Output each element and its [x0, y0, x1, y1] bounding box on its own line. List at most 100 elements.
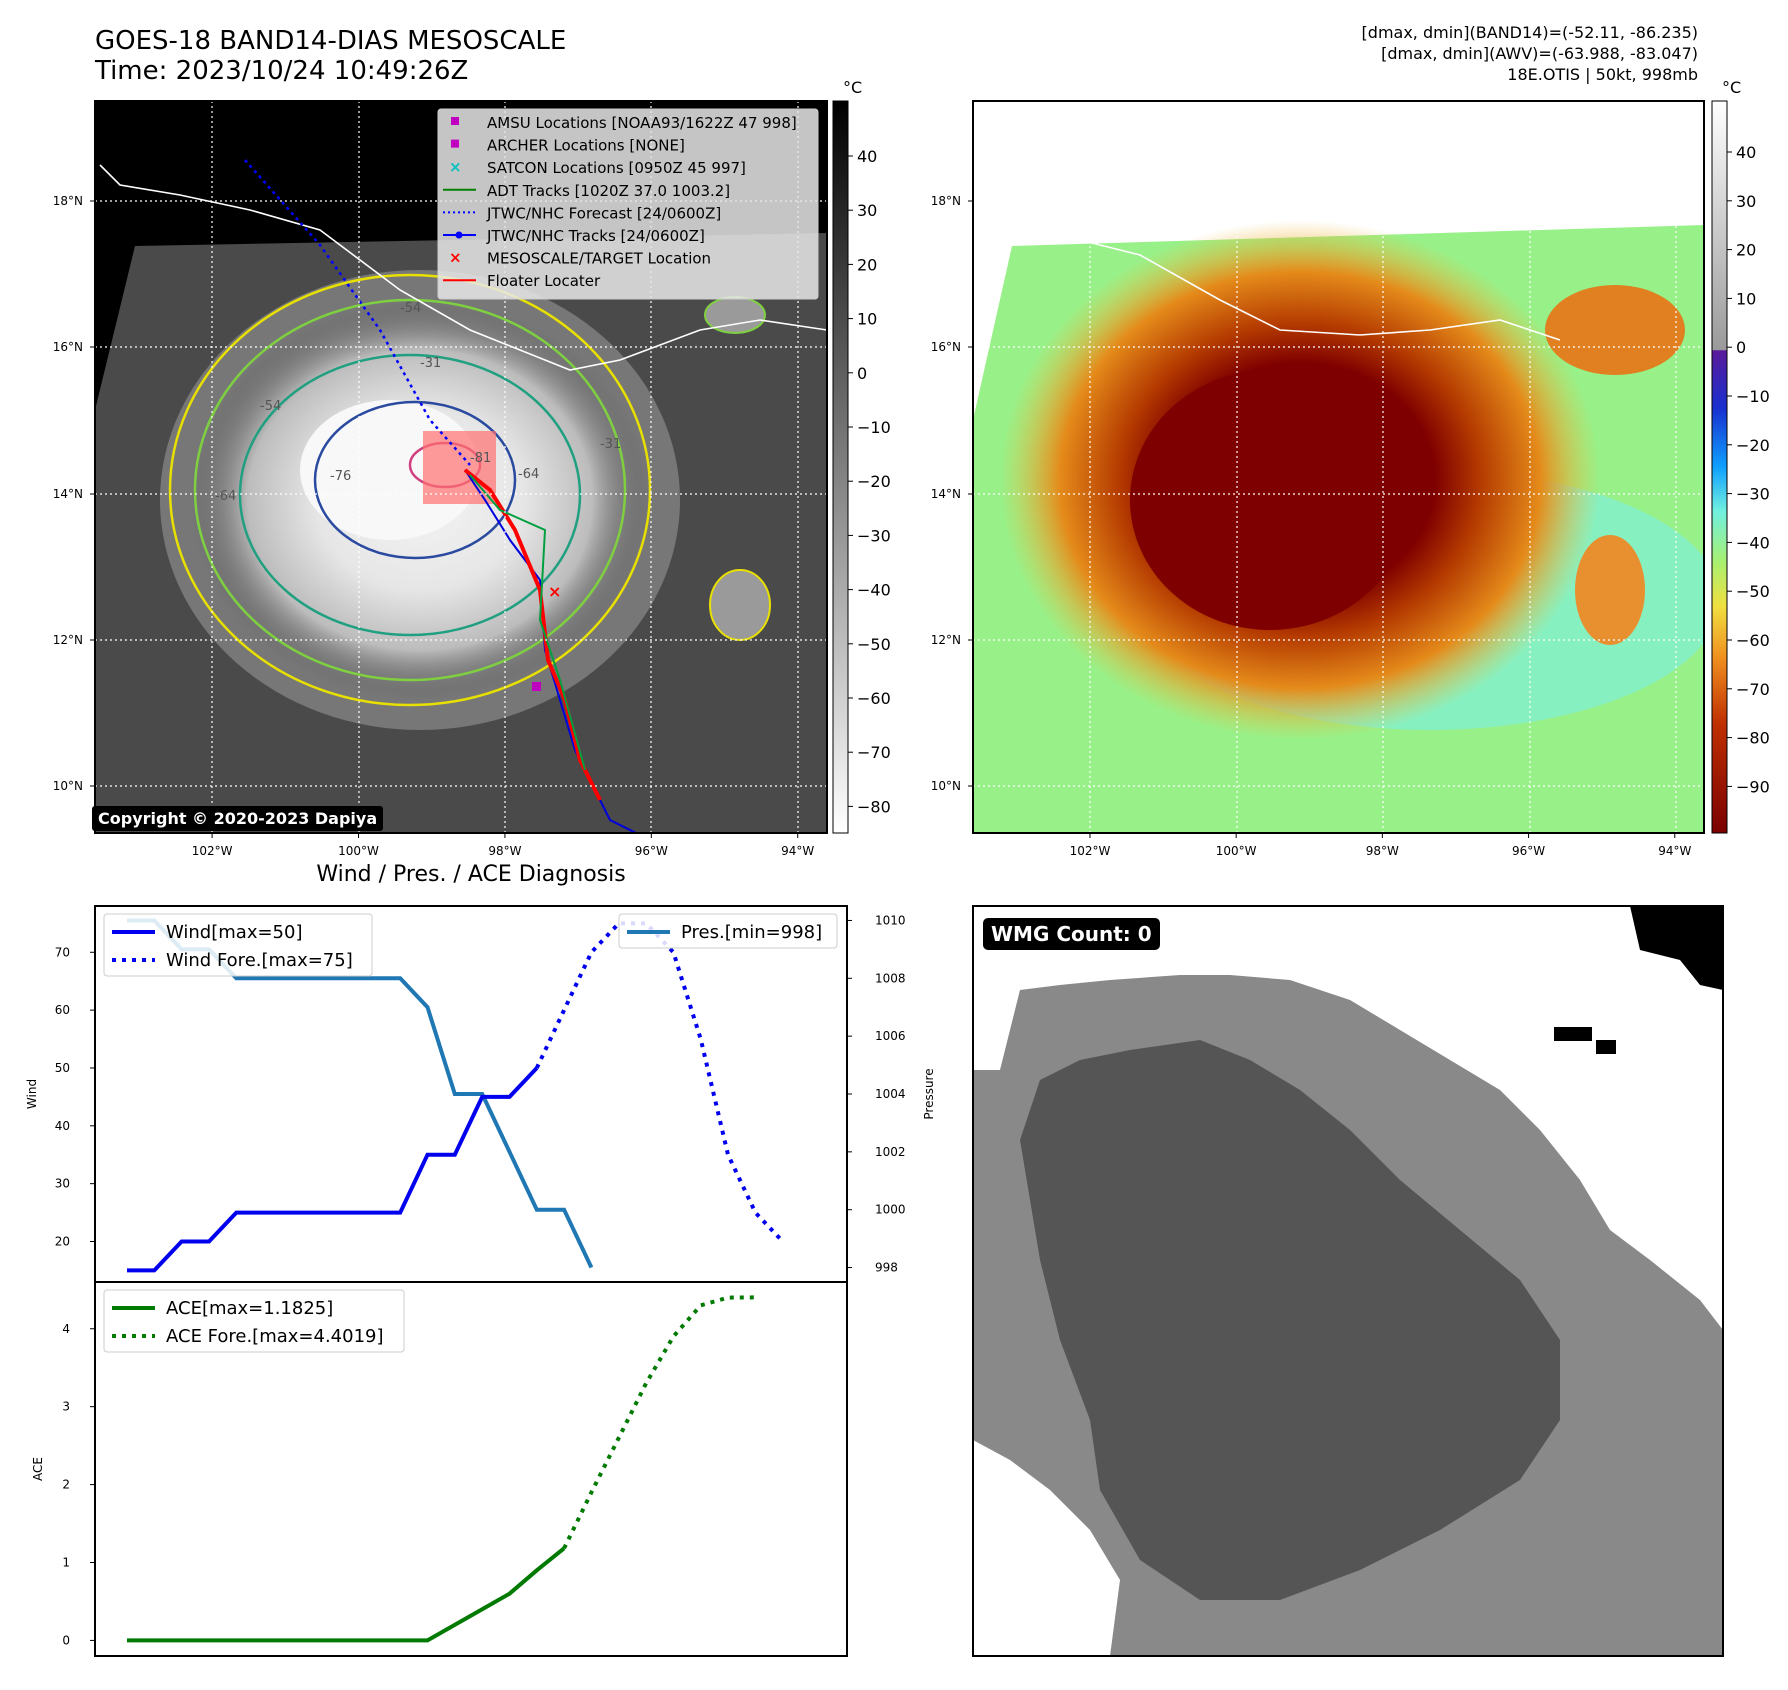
pressure-legend-label: Pres.[min=998] [681, 922, 822, 943]
legend-label: ARCHER Locations [NONE] [487, 137, 685, 155]
pressure-tick-label: 1008 [875, 971, 906, 985]
lat-tick-label: 14°N [931, 487, 961, 501]
copyright-badge: Copyright © 2020-2023 Dapiya [92, 806, 384, 831]
legend-entry: JTWC/NHC Forecast [24/0600Z] [443, 204, 721, 222]
colorbar-tick-label: −50 [1736, 582, 1770, 601]
square-icon [451, 139, 459, 148]
pressure-tick-label: 998 [875, 1261, 898, 1275]
wind-tick-label: 60 [55, 1003, 70, 1017]
colorbar-tick-label: −50 [857, 635, 891, 654]
colorbar-tick-label: 40 [1736, 143, 1756, 162]
colorbar-tick-label: −30 [857, 526, 891, 545]
contour-label: -31 [420, 356, 441, 371]
colorbar-left: °C 40 30 20 10 0 −10 −20 −30 −40 −50 −60 −70 −80 [832, 78, 891, 834]
lon-tick-label: 96°W [1512, 844, 1545, 858]
legend-label: JTWC/NHC Forecast [24/0600Z] [486, 204, 721, 222]
legend-label: ADT Tracks [1020Z 37.0 1003.2] [487, 182, 730, 200]
contour-label: -31 [600, 437, 621, 452]
colorbar-tick-label: 30 [857, 201, 877, 220]
ir-map-frame [94, 100, 828, 834]
wmg-count-badge: WMG Count: 0 [983, 918, 1160, 950]
wind-pressure-chart: 20 30 40 50 60 70 998 1000 1002 1004 1006 1008 1010… [25, 905, 936, 1283]
contour-label: -54 [260, 399, 281, 414]
wind-forecast-legend-label: Wind Fore.[max=75] [166, 950, 353, 971]
lat-tick-label: 12°N [53, 633, 83, 647]
pressure-tick-label: 1000 [875, 1203, 906, 1217]
ace-tick-label: 2 [62, 1478, 70, 1492]
colorbar-tick-label: 40 [857, 147, 877, 166]
colorbar-tick-label: −10 [1736, 387, 1770, 406]
wind-legend-label: Wind[max=50] [166, 922, 303, 943]
colorbar-tick-label: −20 [1736, 436, 1770, 455]
legend-entry: × MESOSCALE/TARGET Location [449, 249, 711, 268]
pressure-tick-label: 1004 [875, 1087, 906, 1101]
ace-series-line [127, 1546, 566, 1643]
ir-map-panel: × -54 -31 -64 -54 -64 -76 -81 -31 [95, 101, 827, 833]
legend-entry: AMSU Locations [NOAA93/1622Z 47 998] [451, 114, 797, 132]
colorbar-tick-label: −80 [1736, 729, 1770, 748]
contour-label: -76 [330, 469, 351, 484]
lat-tick-label: 10°N [931, 779, 961, 793]
dot-line-icon [443, 231, 476, 239]
figure-info: [dmax, dmin](BAND14)=(-52.11, -86.235) [… [1362, 22, 1698, 85]
ace-tick-label: 4 [62, 1322, 70, 1336]
colorbar-tick-label: 30 [1736, 192, 1756, 211]
colorbar-tick-label: −90 [1736, 777, 1770, 796]
lon-tick-label: 94°W [1658, 844, 1691, 858]
contour-label: -64 [518, 467, 539, 482]
title-line-1: GOES-18 BAND14-DIAS MESOSCALE [95, 26, 567, 56]
contour-label: -64 [215, 489, 236, 504]
lon-tick-label: 102°W [1070, 844, 1111, 858]
lat-tick-label: 18°N [53, 194, 83, 208]
map-legend: AMSU Locations [NOAA93/1622Z 47 998] ARCH… [437, 108, 819, 300]
lon-tick-label: 100°W [1216, 844, 1257, 858]
lat-tick-label: 16°N [53, 340, 83, 354]
lon-tick-label: 98°W [488, 844, 521, 858]
ace-axis-label: ACE [31, 1457, 45, 1481]
legend-label: MESOSCALE/TARGET Location [487, 250, 711, 268]
ace-tick-label: 3 [62, 1400, 70, 1414]
colorbar-tick-label: 10 [857, 310, 877, 329]
info-line-1: [dmax, dmin](BAND14)=(-52.11, -86.235) [1361, 23, 1698, 42]
lat-tick-label: 10°N [53, 779, 83, 793]
legend-entry: Floater Locater [443, 272, 601, 290]
svg-text:×: × [548, 582, 561, 601]
wmg-panel [972, 905, 1724, 1657]
contour-label: -54 [400, 301, 421, 316]
colorbar-left-unit: °C [843, 78, 862, 97]
colorbar-tick-label: −40 [1736, 533, 1770, 552]
lat-tick-label: 14°N [53, 487, 83, 501]
lon-tick-label: 96°W [635, 844, 668, 858]
colorbar-tick-label: −60 [857, 689, 891, 708]
legend-label: Floater Locater [487, 272, 601, 290]
x-icon: × [449, 249, 462, 267]
figure-title: GOES-18 BAND14-DIAS MESOSCALE Time: 2023… [95, 26, 566, 86]
colorbar-tick-label: 20 [1736, 241, 1756, 260]
colorbar-tick-label: −70 [1736, 680, 1770, 699]
lat-tick-label: 12°N [931, 633, 961, 647]
ace-tick-label: 0 [62, 1633, 70, 1647]
legend-label: AMSU Locations [NOAA93/1622Z 47 998] [487, 114, 797, 132]
lon-tick-label: 94°W [781, 844, 814, 858]
ace-legend-label: ACE[max=1.1825] [166, 1298, 333, 1319]
pressure-tick-label: 1010 [875, 913, 906, 927]
colorbar-right: °C 40 30 20 10 0 −10 −20 −30 −40 −50 −60 −70 −80 −90 [1711, 78, 1770, 834]
ace-tick-label: 1 [62, 1556, 70, 1570]
diagnosis-title: Wind / Pres. / ACE Diagnosis [316, 862, 626, 887]
awv-map-panel [973, 101, 1704, 833]
wind-tick-label: 50 [55, 1061, 70, 1075]
pressure-tick-label: 1006 [875, 1029, 906, 1043]
colorbar-right-unit: °C [1722, 78, 1741, 97]
contour-label: -81 [470, 451, 491, 466]
wind-tick-label: 70 [55, 945, 70, 959]
x-icon: × [449, 158, 462, 176]
ace-forecast-legend-label: ACE Fore.[max=4.4019] [166, 1326, 384, 1347]
colorbar-tick-label: −70 [857, 743, 891, 762]
colorbar-tick-label: −60 [1736, 631, 1770, 650]
colorbar-tick-label: −30 [1736, 485, 1770, 504]
colorbar-tick-label: 10 [1736, 289, 1756, 308]
legend-label: JTWC/NHC Tracks [24/0600Z] [486, 227, 705, 245]
ace-chart: 0 1 2 3 4 ACE ACE[max=1.1825] ACE Fore.[max=… [31, 1281, 848, 1657]
wind-legend: Wind[max=50] Wind Fore.[max=75] [103, 913, 373, 977]
